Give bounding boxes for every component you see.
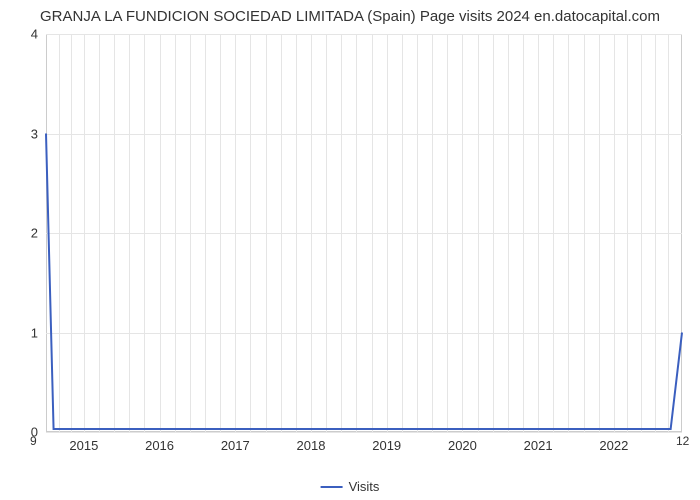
- y-tick-label: 4: [31, 27, 46, 42]
- corner-label-left: 9: [30, 434, 37, 448]
- x-tick-label: 2021: [524, 432, 553, 453]
- x-tick-label: 2016: [145, 432, 174, 453]
- x-tick-label: 2020: [448, 432, 477, 453]
- legend-swatch: [321, 486, 343, 488]
- legend-label: Visits: [349, 479, 380, 494]
- plot-area: 01234 20152016201720182019202020212022 9…: [46, 34, 682, 432]
- y-tick-label: 1: [31, 325, 46, 340]
- x-tick-label: 2017: [221, 432, 250, 453]
- x-tick-label: 2019: [372, 432, 401, 453]
- x-tick-label: 2022: [599, 432, 628, 453]
- chart-container: GRANJA LA FUNDICION SOCIEDAD LIMITADA (S…: [0, 0, 700, 500]
- y-tick-label: 2: [31, 226, 46, 241]
- x-tick-label: 2018: [297, 432, 326, 453]
- corner-label-right: 12: [676, 434, 689, 448]
- y-tick-label: 3: [31, 126, 46, 141]
- legend: Visits: [321, 479, 380, 494]
- data-line: [46, 34, 682, 432]
- chart-title: GRANJA LA FUNDICION SOCIEDAD LIMITADA (S…: [0, 0, 700, 25]
- x-tick-label: 2015: [69, 432, 98, 453]
